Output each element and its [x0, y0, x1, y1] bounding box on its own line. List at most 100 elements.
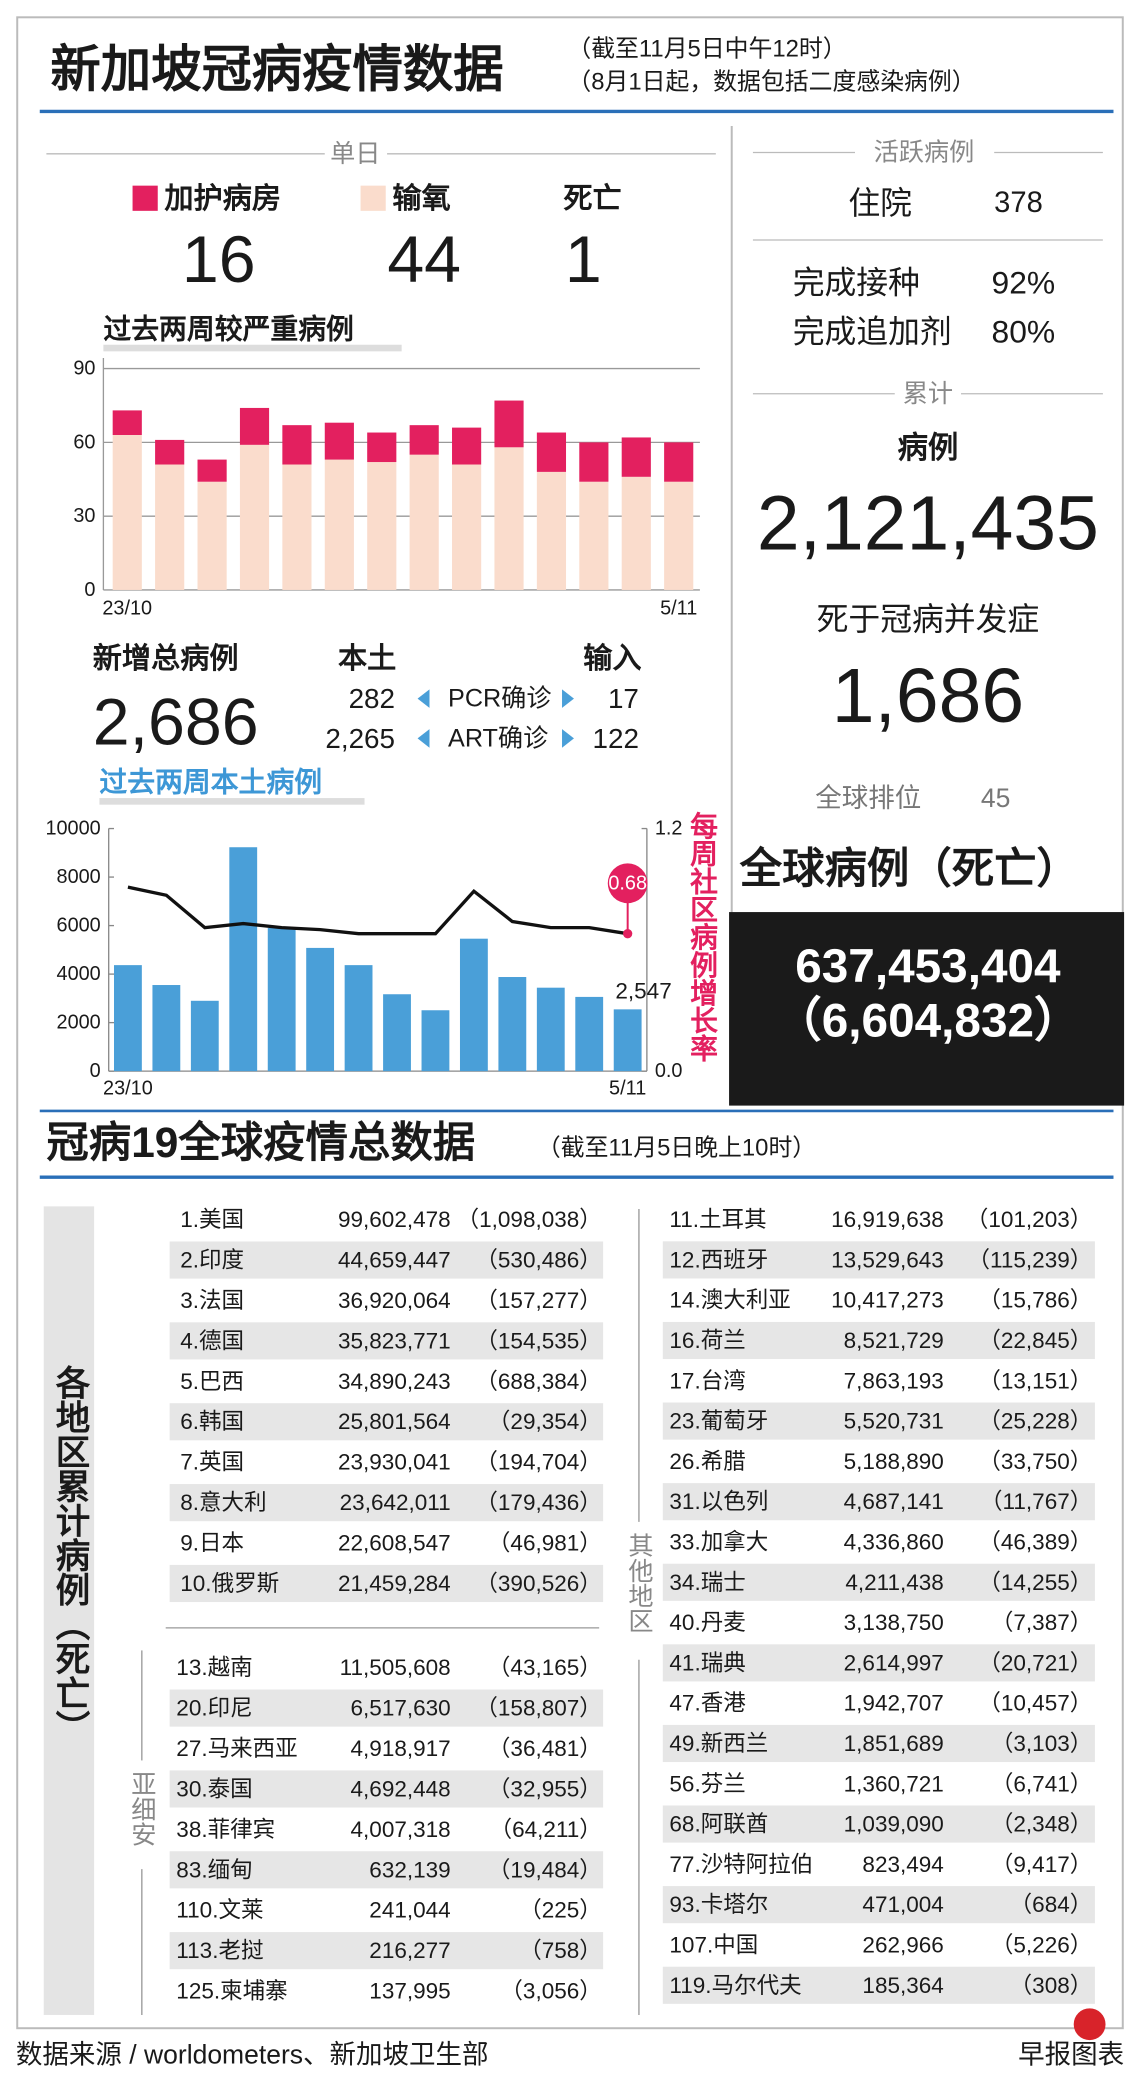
x-tick-label: 5/11 — [609, 1077, 646, 1099]
arrow — [562, 729, 574, 748]
label: PCR确诊 — [448, 685, 552, 713]
cases: 2,614,997 — [844, 1650, 944, 1675]
label: 死亡 — [563, 182, 621, 215]
row-stripe — [169, 1770, 604, 1808]
cases: 262,966 — [862, 1932, 943, 1957]
label: 17 — [608, 683, 639, 714]
brand: 早报图表 — [1018, 2040, 1124, 2070]
source: 数据来源 / worldometers、新加坡卫生部 — [16, 2040, 489, 2070]
legend-swatch — [360, 185, 386, 211]
y-tick-label: 30 — [73, 505, 95, 527]
row-stripe — [662, 1321, 1095, 1360]
bar — [344, 965, 373, 1072]
stat-value: 2,686 — [93, 686, 259, 760]
country: 41.瑞典 — [669, 1650, 745, 1675]
label: 45 — [981, 783, 1010, 813]
y-tick-label: 90 — [73, 358, 95, 380]
deaths: （758） — [519, 1938, 602, 1963]
section-label: 单日 — [330, 140, 380, 168]
cases: 22,608,547 — [338, 1531, 451, 1556]
bar — [282, 464, 312, 590]
stat-value: 44 — [387, 223, 461, 297]
cases: 13,529,643 — [831, 1247, 944, 1272]
bar — [190, 1000, 219, 1072]
bar — [409, 425, 439, 455]
cases: 25,801,564 — [338, 1409, 451, 1434]
deaths: （33,750） — [978, 1449, 1092, 1474]
bar — [383, 994, 411, 1072]
cases: 7,863,193 — [844, 1368, 944, 1393]
label: 死于冠病并发症 — [817, 601, 1040, 637]
cases: 34,890,243 — [338, 1369, 451, 1394]
title: 新加坡冠病疫情数据 — [50, 41, 503, 98]
y-tick-label: 0 — [84, 579, 95, 601]
title-underline — [103, 344, 402, 352]
stat-value: 16 — [182, 223, 256, 297]
bar — [239, 444, 270, 590]
deaths: （9,417） — [991, 1852, 1092, 1877]
country: 38.菲律宾 — [176, 1817, 275, 1842]
cases: 5,188,890 — [844, 1449, 944, 1474]
country: 56.芬兰 — [669, 1771, 745, 1796]
chart-title: 过去两周较严重病例 — [103, 313, 353, 344]
note: （截至11月5日晚上10时） — [537, 1135, 816, 1162]
row-stripe — [662, 1644, 1095, 1682]
deaths: （179,436） — [475, 1490, 601, 1515]
arrow — [562, 689, 574, 708]
country: 47.香港 — [669, 1691, 746, 1716]
deaths: （14,255） — [978, 1570, 1092, 1595]
y-tick-label: 10000 — [45, 818, 100, 840]
bar — [494, 400, 524, 448]
bar — [664, 481, 694, 590]
cases: 241,044 — [369, 1898, 450, 1923]
bar — [112, 410, 142, 435]
stat-value: 1 — [565, 223, 602, 297]
country: 11.土耳其 — [669, 1207, 766, 1232]
bar — [536, 471, 567, 590]
stat-value: （6,604,832） — [774, 994, 1082, 1047]
cases: 35,823,771 — [338, 1328, 451, 1353]
country: 77.沙特阿拉伯 — [669, 1852, 813, 1877]
y-tick-label: 8000 — [57, 866, 101, 888]
y-tick-label: 2000 — [57, 1012, 101, 1034]
row-stripe — [169, 1484, 604, 1522]
deaths: （19,484） — [488, 1857, 602, 1882]
bar — [367, 462, 397, 590]
y-tick-label: 4000 — [57, 963, 101, 985]
note: （8月1日起，数据包括二度感染病例） — [567, 69, 975, 96]
bar — [452, 464, 482, 590]
legend-label: 加护病房 — [164, 182, 281, 215]
y-tick-label: 0 — [90, 1060, 101, 1082]
cases: 21,459,284 — [338, 1571, 451, 1596]
y2-tick-label: 1.2 — [655, 818, 683, 840]
cases: 23,930,041 — [338, 1450, 451, 1475]
bar — [421, 1010, 450, 1072]
bar — [324, 422, 354, 460]
deaths: （154,535） — [475, 1328, 601, 1353]
y2-tick-label: 0.0 — [655, 1060, 683, 1082]
deaths: （25,228） — [978, 1409, 1092, 1434]
cases: 1,942,707 — [844, 1691, 944, 1716]
country: 20.印尼 — [176, 1696, 252, 1721]
cases: 216,277 — [369, 1938, 450, 1963]
label: 完成追加剂 — [793, 313, 952, 349]
row-stripe — [662, 1724, 1095, 1763]
row-stripe — [662, 1886, 1095, 1924]
cases: 23,642,011 — [340, 1490, 451, 1515]
country: 40.丹麦 — [669, 1610, 745, 1635]
country: 17.台湾 — [669, 1368, 745, 1393]
deaths: （11,767） — [980, 1489, 1092, 1514]
row-stripe — [662, 1805, 1095, 1843]
bar — [324, 459, 354, 590]
cases: 4,918,917 — [351, 1736, 451, 1761]
bar — [494, 447, 524, 590]
stat-value: 2,121,435 — [757, 481, 1099, 567]
y-tick-label: 6000 — [57, 915, 101, 937]
country: 31.以色列 — [669, 1489, 768, 1514]
chart-title: 过去两周本土病例 — [99, 767, 322, 798]
line — [127, 885, 628, 936]
country: 13.越南 — [176, 1655, 252, 1680]
country: 26.希腊 — [669, 1449, 745, 1474]
country: 49.新西兰 — [669, 1731, 768, 1756]
section-label: 累计 — [903, 380, 953, 408]
